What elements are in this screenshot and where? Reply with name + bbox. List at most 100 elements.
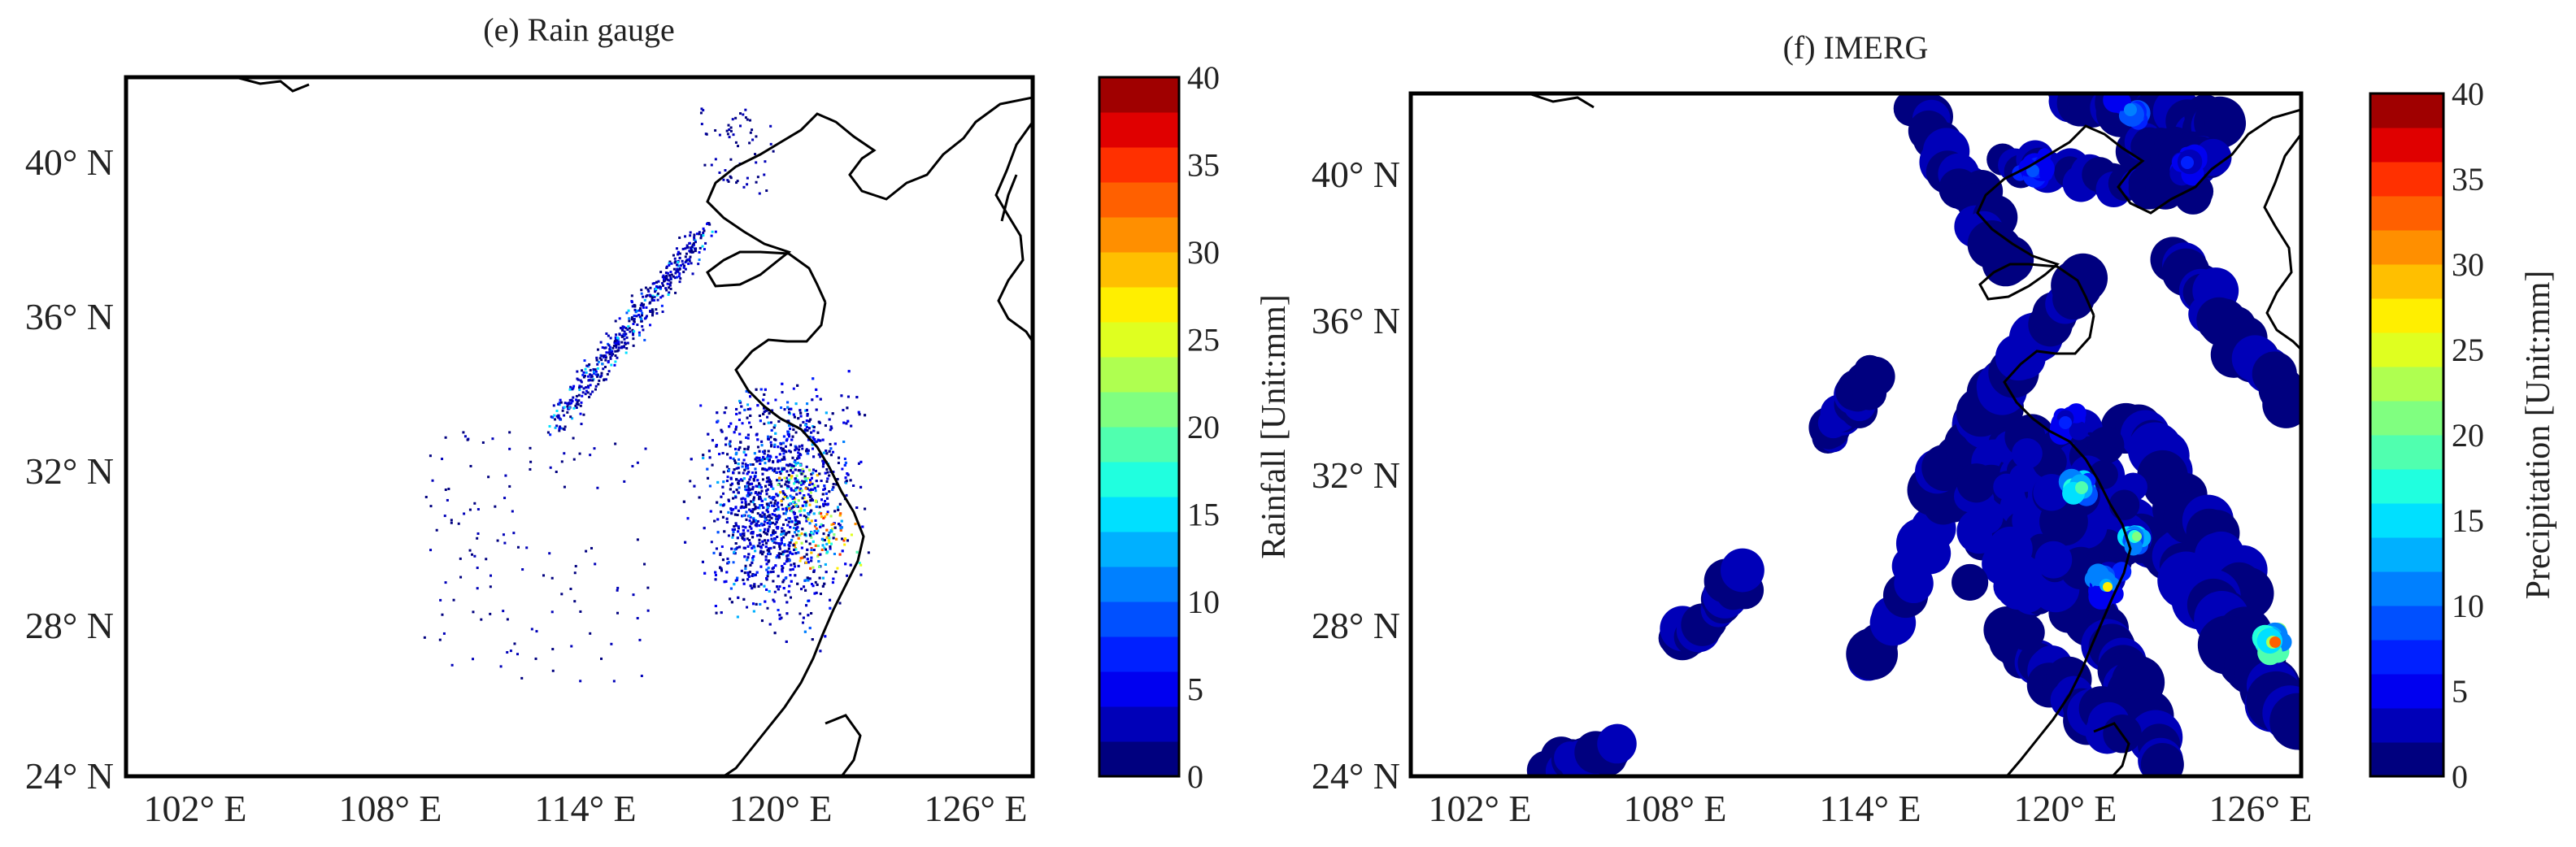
colorbar-segment [1099,741,1179,777]
gauge-point [812,540,815,543]
gauge-point [835,537,838,541]
gauge-point [711,439,714,442]
gauge-point [735,181,738,185]
y-tick-label: 28° N [25,605,114,646]
gauge-point [775,471,778,474]
gauge-point [773,467,777,471]
gauge-point [555,470,558,473]
gauge-point [604,346,607,350]
gauge-point [840,519,843,523]
gauge-point [558,402,561,405]
gauge-point [791,456,794,459]
gauge-point [672,267,676,271]
gauge-point [429,505,433,508]
gauge-point [554,418,557,421]
gauge-point [740,569,743,572]
gauge-point [772,487,775,490]
gauge-point [642,328,645,332]
gauge-point [611,350,614,353]
colorbar-tick-label: 10 [1187,584,1220,620]
gauge-point [767,455,770,458]
gauge-point [666,271,669,275]
gauge-point [628,317,631,320]
gauge-point [810,556,813,559]
gauge-point [575,394,578,397]
gauge-point [594,370,598,373]
gauge-point [796,462,799,465]
gauge-point [751,485,755,489]
gauge-point [720,569,724,572]
gauge-point [733,513,737,516]
gauge-point [806,414,809,417]
gauge-point [661,281,664,285]
gauge-point [808,468,812,471]
gauge-point [571,417,574,420]
gauge-point [746,408,750,411]
gauge-point [805,450,808,453]
gauge-point [630,316,633,319]
gauge-point [669,271,672,274]
gauge-point [511,510,514,513]
gauge-point [636,309,639,312]
map-frame [1408,91,2304,779]
precipitation-cell [2204,102,2247,145]
gauge-point [609,356,612,359]
gauge-point [674,271,677,275]
gauge-point [749,541,752,545]
gauge-point [772,445,776,449]
gauge-point [833,533,836,536]
gauge-point [721,558,724,562]
gauge-point [790,563,793,567]
gauge-point [605,351,608,354]
gauge-point [811,488,814,491]
gauge-point [678,272,681,276]
gauge-point [589,393,592,396]
gauge-point [779,542,782,545]
gauge-point [789,502,792,506]
gauge-point [719,503,722,506]
gauge-point [821,465,825,468]
gauge-point [812,377,815,380]
gauge-point [764,388,767,391]
y-tick-label: 36° N [25,296,114,337]
gauge-point [738,112,742,115]
colorbar-segment [1099,427,1179,463]
gauge-point [618,317,621,320]
gauge-point [572,458,576,461]
gauge-point [769,421,772,424]
gauge-point [742,450,746,454]
gauge-point [768,515,772,519]
gauge-point [724,437,728,440]
gauge-point [609,357,612,360]
gauge-point [735,489,738,492]
gauge-point [476,587,479,590]
gauge-point [796,582,799,585]
gauge-point [439,598,442,602]
gauge-point [790,496,794,499]
gauge-point [716,419,720,423]
gauge-point [752,478,755,481]
gauge-point [688,258,691,261]
gauge-point [573,571,577,575]
gauge-point [834,571,838,574]
x-tick-label: 108° E [1624,788,1727,829]
gauge-point [724,443,728,446]
gauge-point [641,311,644,315]
gauge-point [714,128,717,132]
gauge-point [729,488,732,491]
gauge-point [813,437,816,441]
gauge-point [769,497,772,500]
gauge-point [785,470,789,473]
gauge-point [765,541,768,545]
gauge-point [775,556,778,559]
gauge-point [737,596,740,599]
gauge-point [636,617,639,620]
gauge-point [812,436,815,439]
gauge-point [778,614,781,617]
gauge-point [669,276,672,279]
gauge-point [828,490,831,493]
gauge-point [764,497,767,501]
gauge-point [591,379,594,382]
gauge-point [800,483,803,486]
